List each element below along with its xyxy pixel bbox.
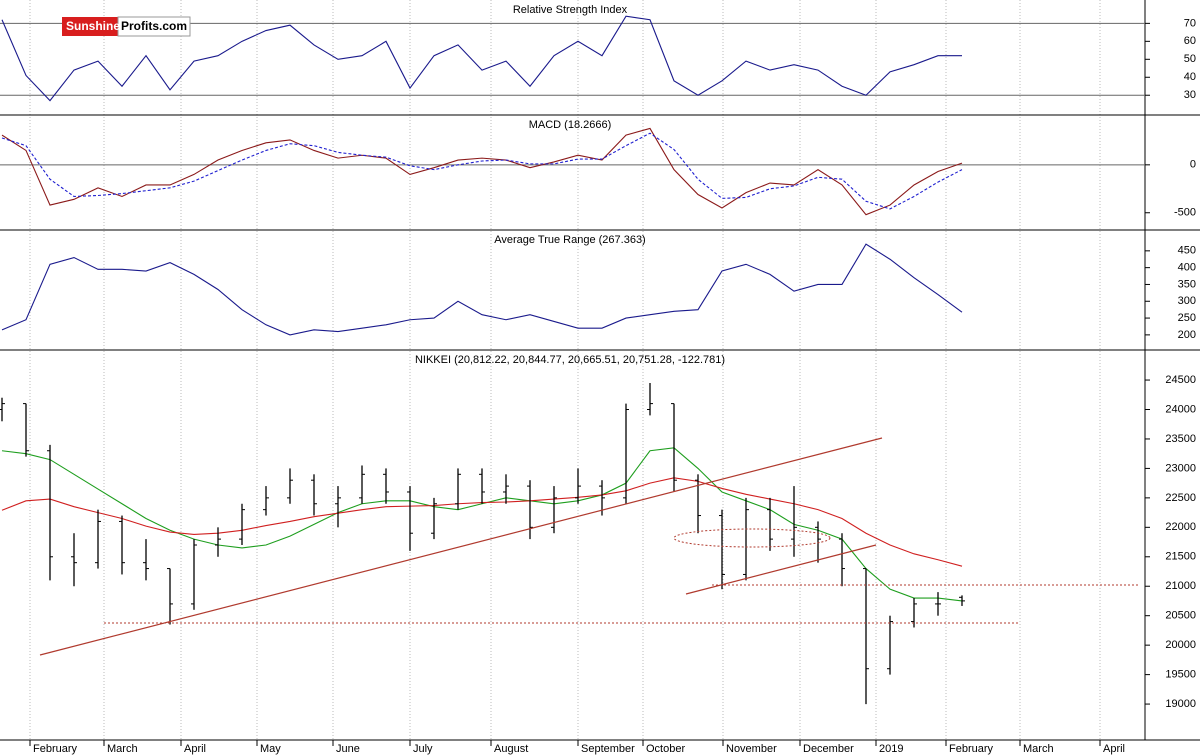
y-tick-label: 70 [1184,17,1196,29]
series-line [1,127,963,216]
y-tick-label: 19500 [1165,669,1196,681]
y-tick-label: 21000 [1165,580,1196,592]
y-tick-label: 50 [1184,53,1196,65]
y-tick-label: 40 [1184,71,1196,83]
series-line [1,15,962,102]
y-tick-label: 24500 [1165,374,1196,386]
y-tick-label: 23000 [1165,462,1196,474]
y-tick-label: 350 [1178,278,1196,290]
x-tick-label: February [33,743,78,755]
x-tick-label: March [107,743,138,755]
y-tick-label: 450 [1178,245,1196,257]
x-tick-label: September [581,743,635,755]
y-tick-label: 23500 [1165,433,1196,445]
x-tick-label: April [1103,743,1125,755]
y-tick-label: 22000 [1165,521,1196,533]
x-tick-label: April [184,743,206,755]
x-tick-label: May [260,743,281,755]
y-tick-label: 21500 [1165,551,1196,563]
y-tick-label: 200 [1178,329,1196,341]
y-tick-label: 19000 [1165,698,1196,710]
consolidation-ellipse [673,528,831,548]
y-tick-label: 30 [1184,89,1196,101]
y-tick-label: 24000 [1165,403,1196,415]
y-tick-label: 0 [1190,159,1196,171]
logo-text: Sunshine [66,19,120,33]
x-tick-label: July [413,743,433,755]
x-tick-label: October [646,743,685,755]
series-line [1,132,963,210]
x-tick-label: August [494,743,528,755]
series-line [1,243,963,336]
panel-title: Average True Range (267.363) [494,234,645,246]
x-tick-label: November [726,743,777,755]
logo-box [117,16,191,37]
panel-title: NIKKEI (20,812.22, 20,844.77, 20,665.51,… [415,354,725,366]
y-tick-label: 22500 [1165,492,1196,504]
logo: Sunshine Profits.com [62,16,191,37]
logo-text: Profits.com [121,19,187,33]
annotations [39,437,1138,656]
x-tick-label: February [949,743,994,755]
y-tick-label: 20000 [1165,639,1196,651]
x-tick-label: 2019 [879,743,903,755]
y-tick-label: 300 [1178,295,1196,307]
trend-line [685,544,877,595]
y-tick-label: 20500 [1165,610,1196,622]
panel-title: Relative Strength Index [513,4,628,16]
x-tick-label: December [803,743,854,755]
trend-line [39,437,883,656]
y-tick-label: 250 [1178,312,1196,324]
y-tick-label: -500 [1174,207,1196,219]
x-tick-label: June [336,743,360,755]
x-tick-label: March [1023,743,1054,755]
y-tick-label: 60 [1184,35,1196,47]
logo-box [62,17,118,36]
panel-title: MACD (18.2666) [529,119,612,131]
plot [0,15,965,705]
y-tick-label: 400 [1178,262,1196,274]
